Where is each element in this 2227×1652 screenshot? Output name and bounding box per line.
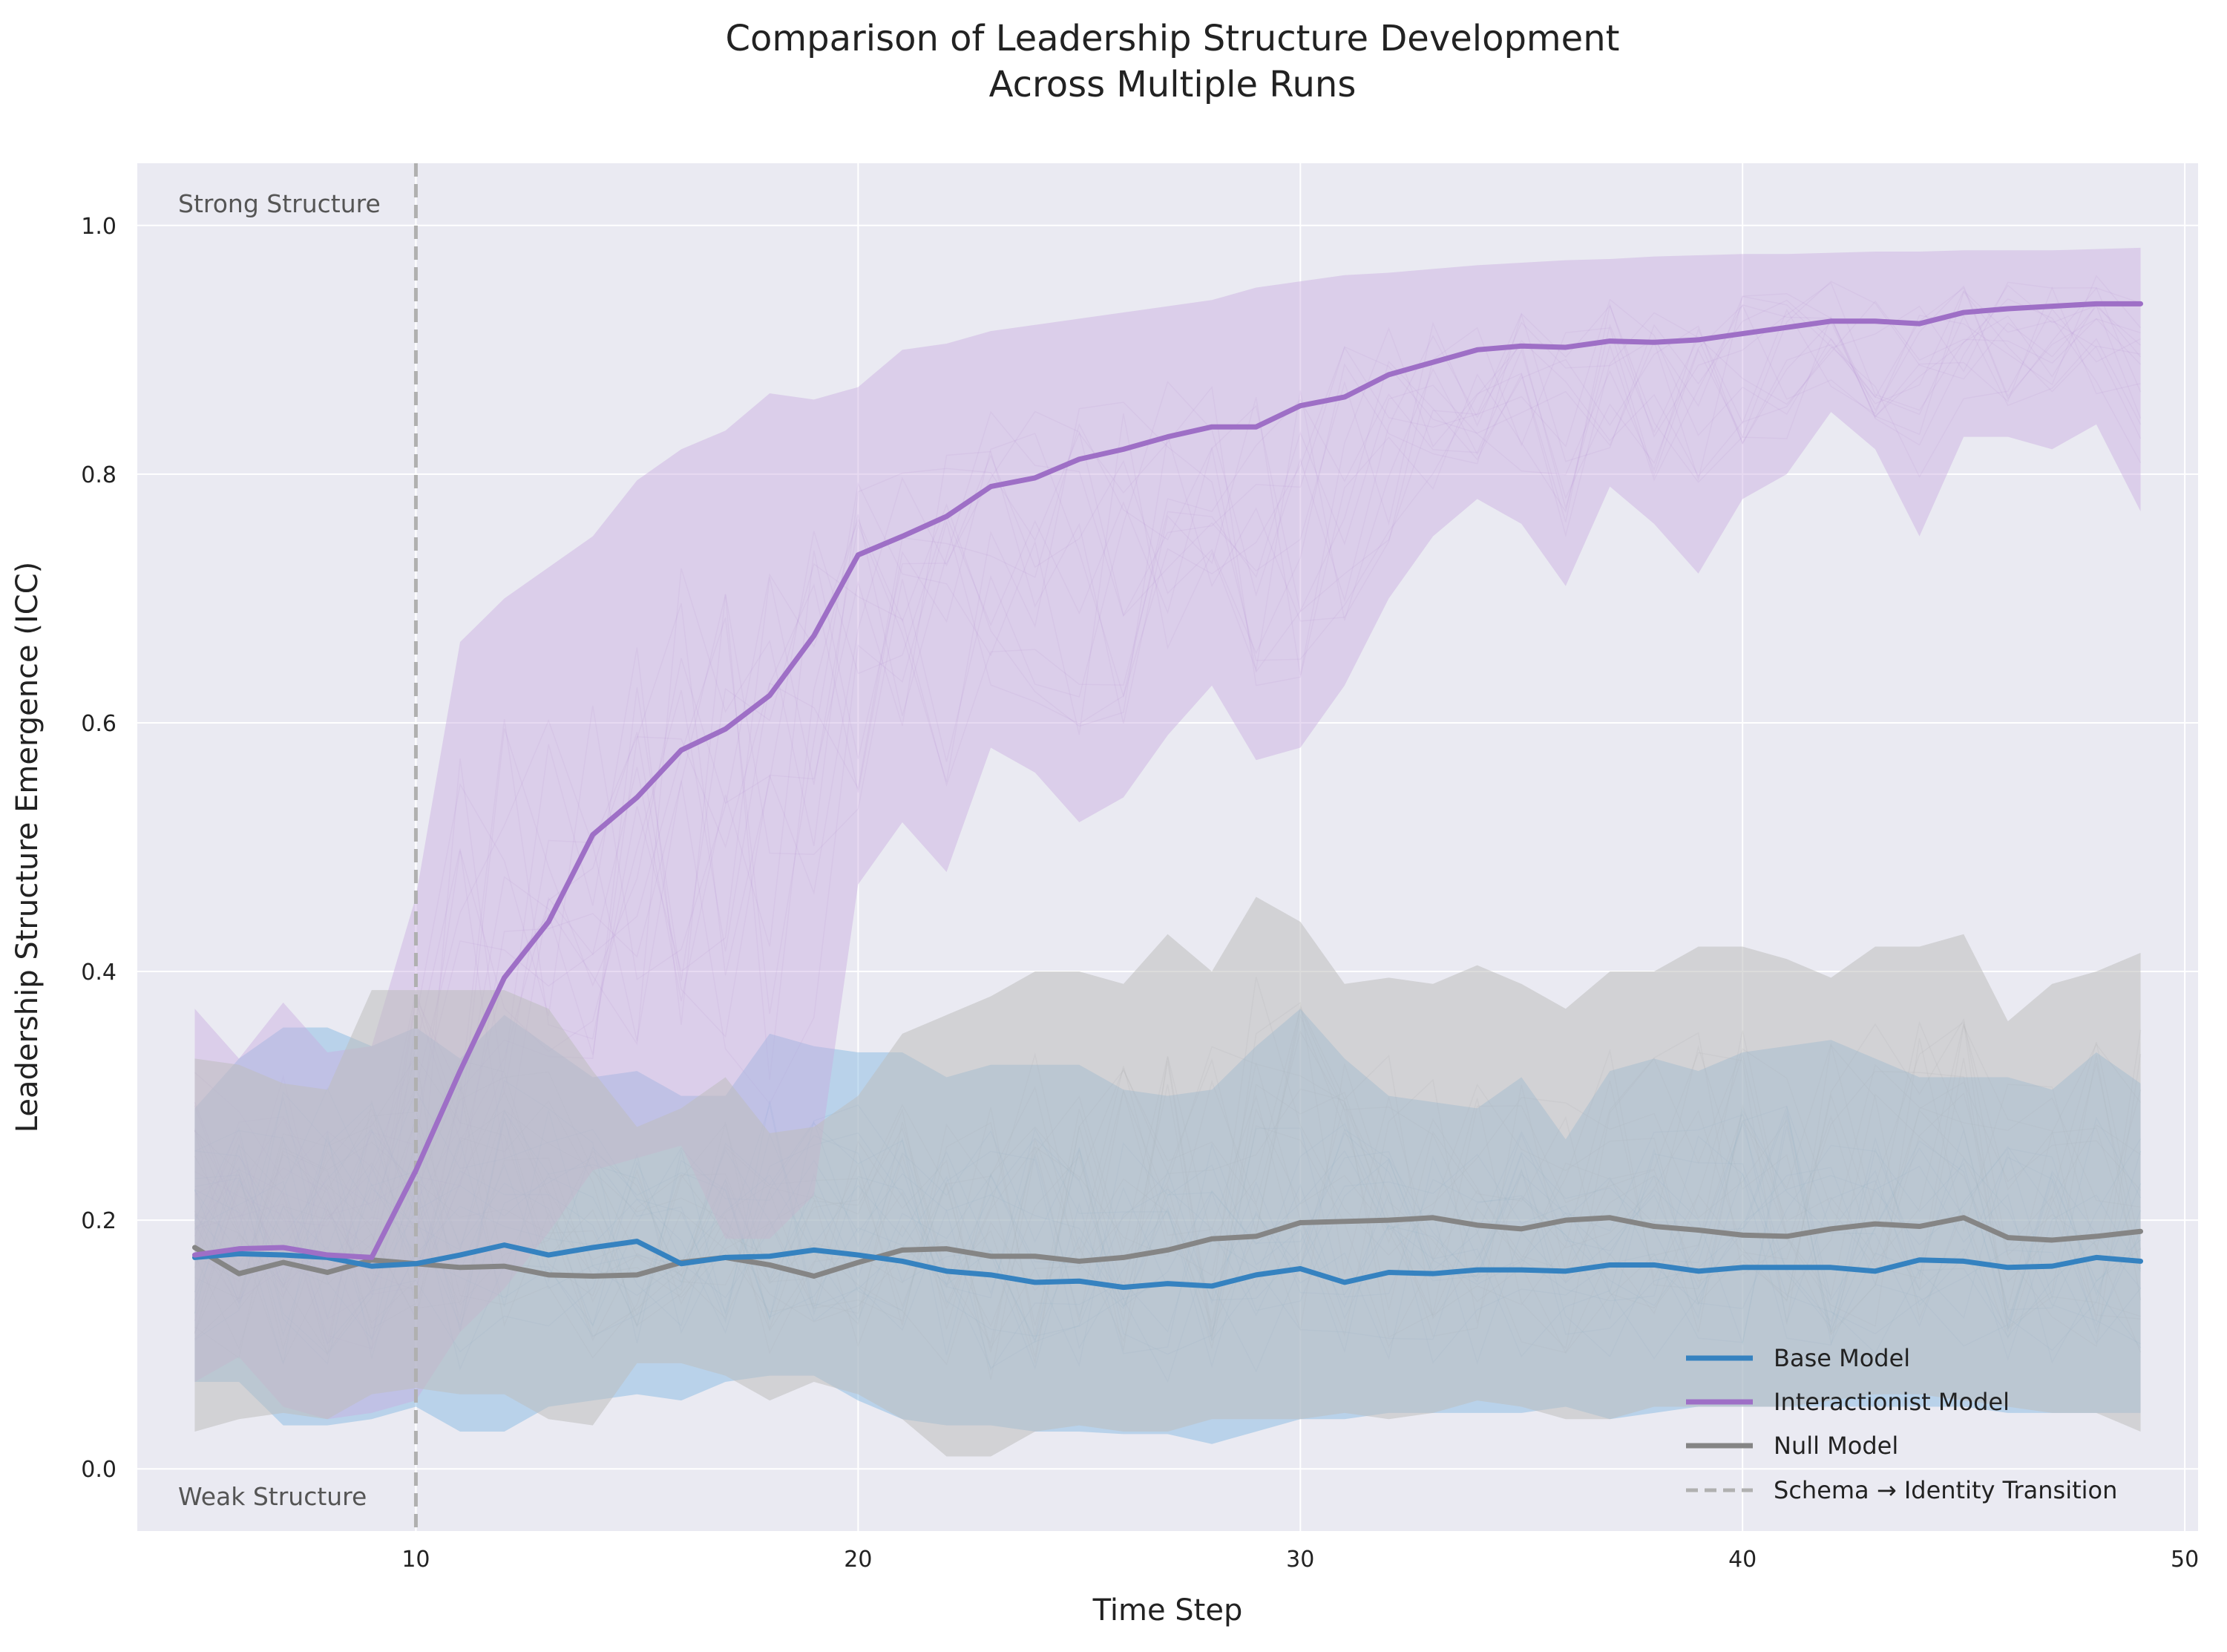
mean-lines <box>191 301 2144 1291</box>
y-tick-label: 0.4 <box>81 960 117 986</box>
y-tick-label: 0.0 <box>81 1457 117 1483</box>
y-tick-label: 0.2 <box>81 1208 117 1234</box>
y-tick-label: 0.6 <box>81 711 117 737</box>
run-trace <box>194 284 2142 1291</box>
x-tick-label: 20 <box>844 1547 872 1573</box>
legend-label-transition: Schema → Identity Transition <box>1774 1476 2117 1504</box>
annotation-strong-structure: Strong Structure <box>178 189 381 218</box>
run-trace <box>194 290 2141 1297</box>
chart-title-line-1: Comparison of Leadership Structure Devel… <box>726 18 1620 59</box>
band-null-model <box>194 897 2141 1457</box>
run-trace <box>194 314 2142 1269</box>
x-tick-label: 40 <box>1728 1547 1757 1573</box>
legend-label-base-model: Base Model <box>1774 1344 1910 1372</box>
line-null-model <box>191 1215 2144 1279</box>
annotation-weak-structure: Weak Structure <box>178 1482 367 1511</box>
run-trace <box>194 289 2142 1347</box>
run-trace <box>194 295 2141 1300</box>
legend-label-interactionist-model: Interactionist Model <box>1774 1388 2010 1416</box>
x-tick-label: 10 <box>401 1547 430 1573</box>
y-tick-label: 1.0 <box>81 214 117 240</box>
tick-labels: 10 20 30 40 50 0.0 0.2 0.4 0.6 0.8 1.0 <box>81 214 2199 1573</box>
x-tick-label: 30 <box>1286 1547 1314 1573</box>
y-tick-label: 0.8 <box>81 462 117 488</box>
legend: Base Model Interactionist Model Null Mod… <box>1686 1344 2117 1504</box>
line-interactionist-model <box>191 301 2144 1260</box>
chart-title-line-2: Across Multiple Runs <box>989 64 1357 105</box>
y-axis-label: Leadership Structure Emergence (ICC) <box>10 562 45 1133</box>
x-tick-label: 50 <box>2171 1547 2199 1573</box>
legend-label-null-model: Null Model <box>1774 1432 1898 1460</box>
confidence-bands <box>194 247 2141 1457</box>
x-axis-label: Time Step <box>1092 1593 1243 1628</box>
line-base-model <box>191 1239 2144 1291</box>
